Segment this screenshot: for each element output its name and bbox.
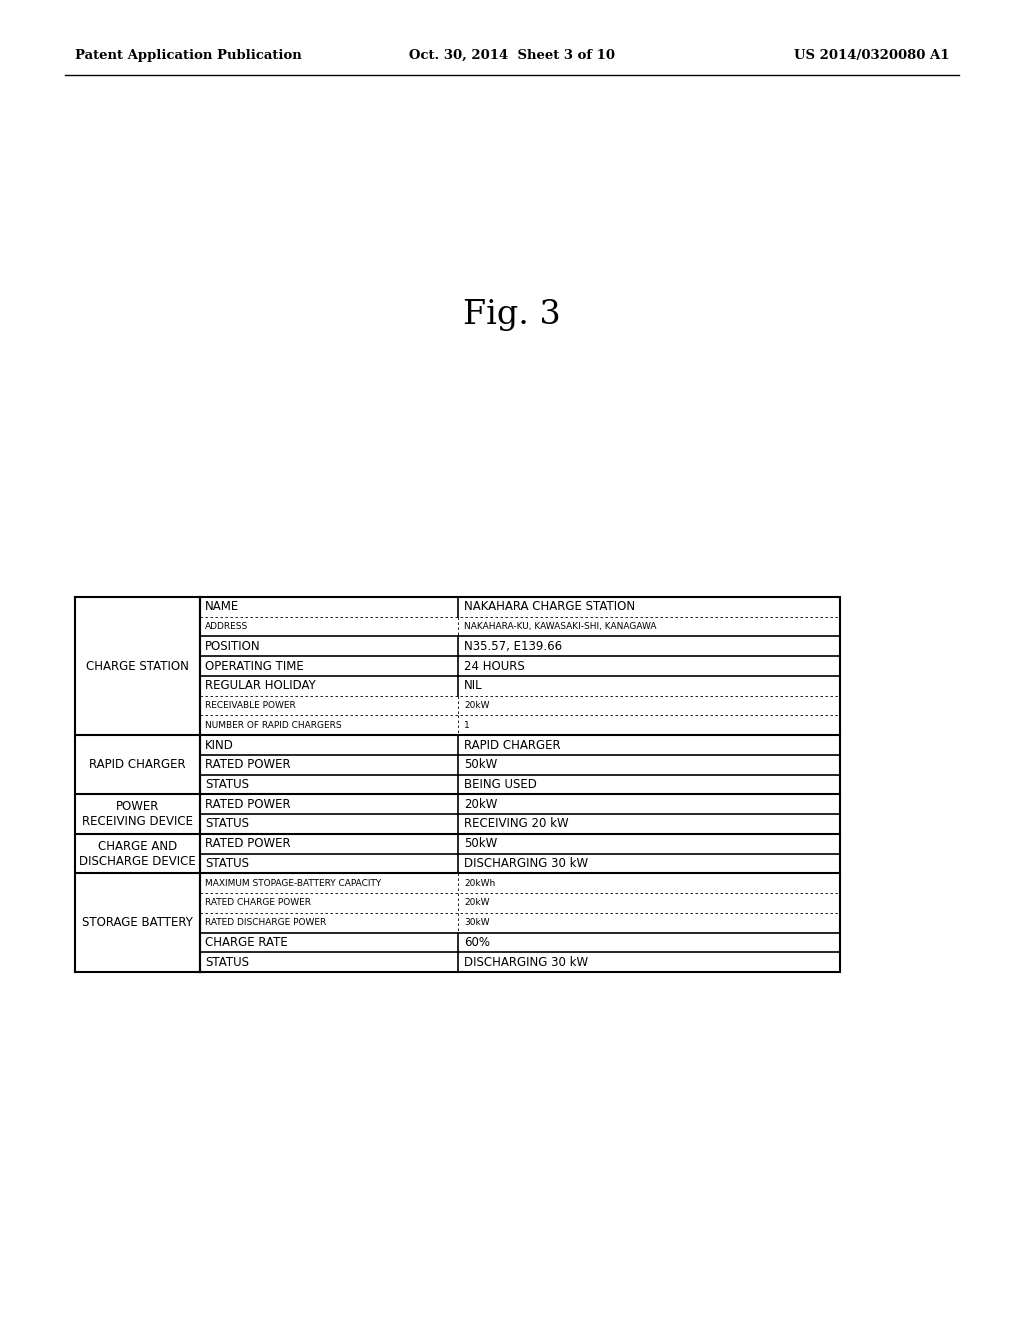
Text: US 2014/0320080 A1: US 2014/0320080 A1 <box>794 49 949 62</box>
Text: OPERATING TIME: OPERATING TIME <box>205 660 304 673</box>
Text: 50kW: 50kW <box>464 758 498 771</box>
Text: CHARGE RATE: CHARGE RATE <box>205 936 288 949</box>
Text: CHARGE STATION: CHARGE STATION <box>86 660 189 673</box>
Text: N35.57, E139.66: N35.57, E139.66 <box>464 640 562 653</box>
Text: DISCHARGING 30 kW: DISCHARGING 30 kW <box>464 857 588 870</box>
Text: NIL: NIL <box>464 680 482 692</box>
Text: RECEIVABLE POWER: RECEIVABLE POWER <box>205 701 296 710</box>
Text: STATUS: STATUS <box>205 777 249 791</box>
Text: NAME: NAME <box>205 601 240 614</box>
Text: KIND: KIND <box>205 738 233 751</box>
Text: 50kW: 50kW <box>464 837 498 850</box>
Text: STATUS: STATUS <box>205 817 249 830</box>
Bar <box>200 597 840 972</box>
Text: NAKAHARA-KU, KAWASAKI-SHI, KANAGAWA: NAKAHARA-KU, KAWASAKI-SHI, KANAGAWA <box>464 622 656 631</box>
Text: RATED DISCHARGE POWER: RATED DISCHARGE POWER <box>205 919 327 927</box>
Text: STORAGE BATTERY: STORAGE BATTERY <box>82 916 193 929</box>
Text: Oct. 30, 2014  Sheet 3 of 10: Oct. 30, 2014 Sheet 3 of 10 <box>409 49 615 62</box>
Text: RAPID CHARGER: RAPID CHARGER <box>464 738 560 751</box>
Text: ADDRESS: ADDRESS <box>205 622 248 631</box>
Text: RATED CHARGE POWER: RATED CHARGE POWER <box>205 899 311 907</box>
Text: BEING USED: BEING USED <box>464 777 537 791</box>
Text: NAKAHARA CHARGE STATION: NAKAHARA CHARGE STATION <box>464 601 635 614</box>
Text: NUMBER OF RAPID CHARGERS: NUMBER OF RAPID CHARGERS <box>205 721 342 730</box>
Text: CHARGE AND
DISCHARGE DEVICE: CHARGE AND DISCHARGE DEVICE <box>79 840 196 867</box>
Text: RATED POWER: RATED POWER <box>205 837 291 850</box>
Text: MAXIMUM STOPAGE-BATTERY CAPACITY: MAXIMUM STOPAGE-BATTERY CAPACITY <box>205 879 381 887</box>
Text: POWER
RECEIVING DEVICE: POWER RECEIVING DEVICE <box>82 800 193 828</box>
Text: 20kW: 20kW <box>464 797 498 810</box>
Text: 20kW: 20kW <box>464 701 489 710</box>
Text: STATUS: STATUS <box>205 956 249 969</box>
Text: 30kW: 30kW <box>464 919 489 927</box>
Text: RAPID CHARGER: RAPID CHARGER <box>89 758 185 771</box>
Text: 20kW: 20kW <box>464 899 489 907</box>
Text: Patent Application Publication: Patent Application Publication <box>75 49 302 62</box>
Text: 60%: 60% <box>464 936 490 949</box>
Text: RATED POWER: RATED POWER <box>205 758 291 771</box>
Text: RECEIVING 20 kW: RECEIVING 20 kW <box>464 817 568 830</box>
Text: POSITION: POSITION <box>205 640 261 653</box>
Text: 20kWh: 20kWh <box>464 879 496 887</box>
Text: Fig. 3: Fig. 3 <box>463 300 561 331</box>
Text: RATED POWER: RATED POWER <box>205 797 291 810</box>
Text: 24 HOURS: 24 HOURS <box>464 660 524 673</box>
Text: 1: 1 <box>464 721 470 730</box>
Text: STATUS: STATUS <box>205 857 249 870</box>
Text: DISCHARGING 30 kW: DISCHARGING 30 kW <box>464 956 588 969</box>
Text: REGULAR HOLIDAY: REGULAR HOLIDAY <box>205 680 315 692</box>
